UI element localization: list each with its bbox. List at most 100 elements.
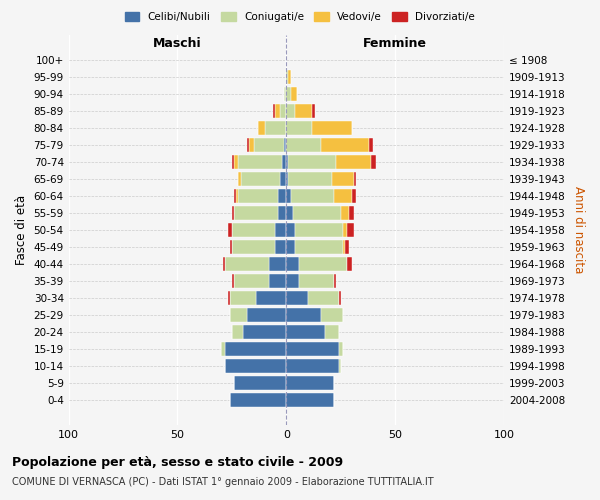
Bar [286,342,338,356]
Bar [226,342,286,356]
Bar [286,121,313,135]
Bar [286,360,338,374]
Bar [241,172,280,186]
Bar [321,138,369,152]
Bar [232,223,275,237]
Bar [232,155,234,169]
Bar [338,360,341,374]
Bar [227,291,230,305]
Bar [371,155,376,169]
Bar [278,206,286,220]
Bar [230,240,232,254]
Bar [289,70,290,84]
Bar [234,189,236,203]
Bar [343,240,345,254]
Bar [223,257,226,271]
Bar [334,189,352,203]
Bar [280,104,286,118]
Bar [269,274,286,288]
Text: Femmine: Femmine [363,37,427,50]
Bar [226,257,269,271]
Bar [290,189,334,203]
Bar [289,172,332,186]
Bar [286,326,325,340]
Bar [247,138,250,152]
Bar [293,206,341,220]
Bar [284,87,286,101]
Bar [286,138,321,152]
Bar [295,104,313,118]
Bar [234,376,286,390]
Text: COMUNE DI VERNASCA (PC) - Dati ISTAT 1° gennaio 2009 - Elaborazione TUTTITALIA.I: COMUNE DI VERNASCA (PC) - Dati ISTAT 1° … [12,477,434,487]
Bar [247,308,286,322]
Bar [299,274,334,288]
Bar [349,206,354,220]
Bar [286,394,334,407]
Bar [230,291,256,305]
Bar [238,172,241,186]
Bar [286,206,293,220]
Bar [286,291,308,305]
Bar [286,172,289,186]
Bar [256,291,286,305]
Bar [321,308,343,322]
Bar [230,308,247,322]
Bar [341,206,349,220]
Bar [221,342,226,356]
Bar [286,189,290,203]
Bar [354,172,356,186]
Bar [313,121,352,135]
Bar [286,155,289,169]
Bar [275,240,286,254]
Bar [337,155,371,169]
Bar [286,274,299,288]
Bar [290,87,297,101]
Bar [352,189,356,203]
Bar [243,326,286,340]
Bar [308,291,338,305]
Bar [286,70,289,84]
Bar [234,155,238,169]
Bar [334,274,337,288]
Bar [238,155,282,169]
Bar [232,206,234,220]
Bar [254,138,284,152]
Bar [232,240,275,254]
Bar [265,121,286,135]
Y-axis label: Fasce di età: Fasce di età [15,195,28,265]
Bar [275,223,286,237]
Bar [226,360,286,374]
Bar [286,87,290,101]
Bar [234,206,278,220]
Bar [286,376,334,390]
Bar [275,104,280,118]
Bar [343,223,347,237]
Bar [338,342,343,356]
Bar [325,326,338,340]
Bar [258,121,265,135]
Bar [347,223,354,237]
Bar [295,240,343,254]
Text: Popolazione per età, sesso e stato civile - 2009: Popolazione per età, sesso e stato civil… [12,456,343,469]
Bar [338,291,341,305]
Bar [278,189,286,203]
Text: Maschi: Maschi [153,37,202,50]
Bar [273,104,275,118]
Bar [238,189,278,203]
Bar [284,138,286,152]
Y-axis label: Anni di nascita: Anni di nascita [572,186,585,274]
Bar [286,104,295,118]
Bar [313,104,314,118]
Bar [236,189,238,203]
Bar [299,257,347,271]
Bar [282,155,286,169]
Bar [286,308,321,322]
Bar [295,223,343,237]
Bar [232,274,234,288]
Bar [269,257,286,271]
Bar [227,223,232,237]
Bar [234,274,269,288]
Bar [332,172,354,186]
Bar [369,138,373,152]
Bar [230,394,286,407]
